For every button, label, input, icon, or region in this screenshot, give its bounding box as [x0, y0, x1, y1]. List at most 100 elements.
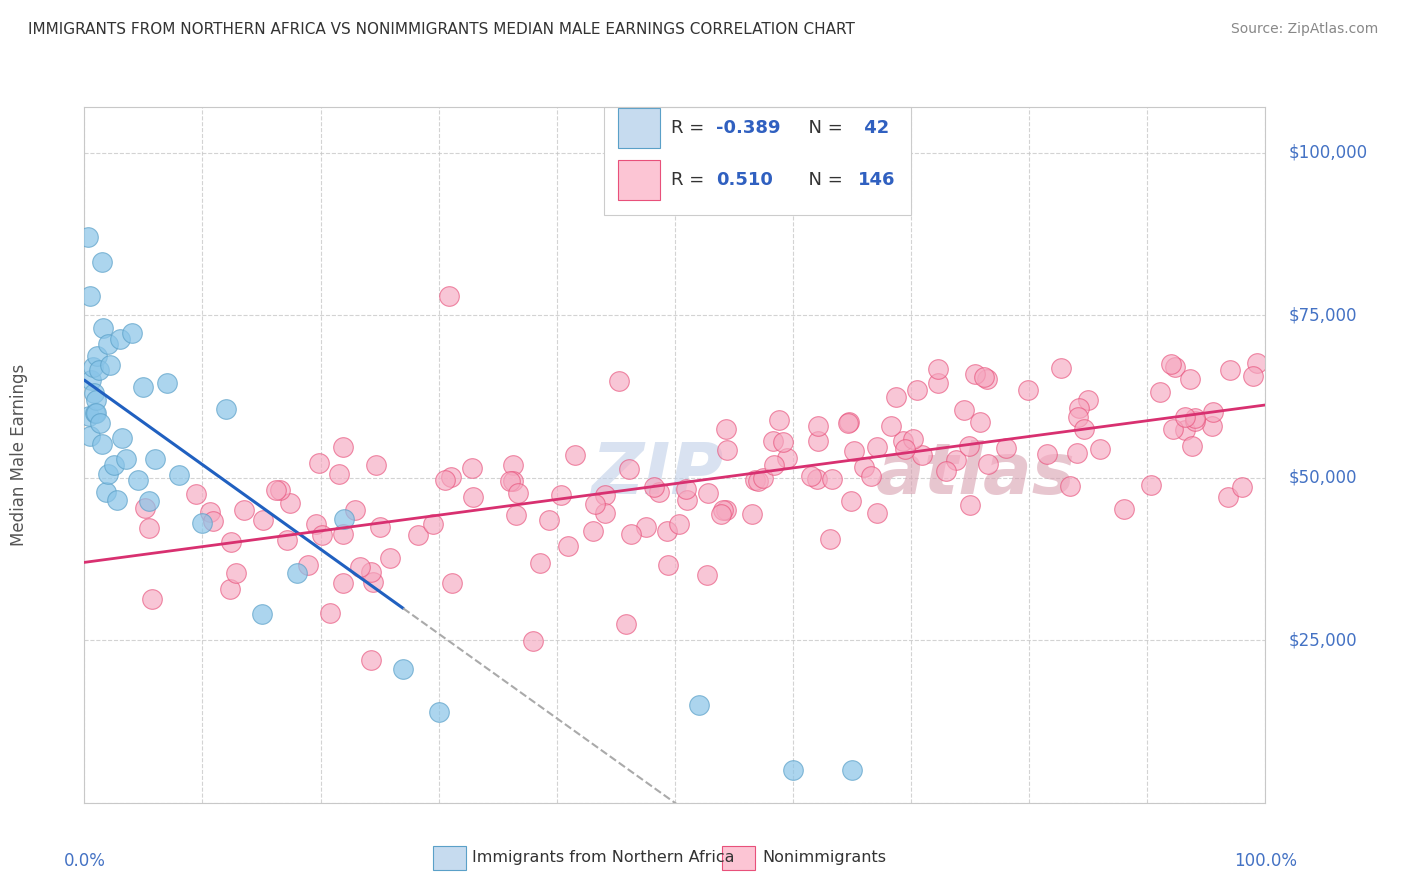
Point	[1067, 409, 1090, 424]
Text: 0.0%: 0.0%	[63, 852, 105, 870]
Point	[427, 705, 450, 719]
Point	[141, 592, 163, 607]
Point	[440, 470, 463, 484]
Point	[839, 494, 862, 508]
Point	[866, 506, 889, 520]
Point	[1201, 419, 1223, 434]
Point	[311, 528, 333, 542]
Point	[710, 507, 733, 521]
Point	[505, 508, 527, 522]
Point	[675, 492, 697, 507]
Point	[747, 474, 769, 488]
Point	[772, 434, 794, 449]
Point	[1017, 384, 1039, 398]
Point	[744, 473, 766, 487]
Point	[332, 526, 354, 541]
Point	[278, 496, 301, 510]
Point	[461, 460, 484, 475]
Point	[688, 698, 710, 713]
Point	[976, 372, 998, 386]
Point	[807, 419, 830, 434]
Point	[782, 764, 804, 778]
Point	[901, 432, 924, 446]
Point	[103, 458, 125, 472]
Point	[1163, 421, 1185, 435]
Point	[264, 483, 287, 498]
Point	[156, 376, 179, 390]
Point	[437, 288, 460, 302]
Point	[250, 607, 273, 622]
Point	[657, 558, 679, 572]
Point	[440, 576, 463, 591]
Point	[108, 332, 131, 346]
Point	[252, 513, 274, 527]
Point	[360, 565, 382, 579]
Point	[953, 402, 976, 417]
Point	[94, 484, 117, 499]
Point	[880, 418, 903, 433]
Point	[332, 576, 354, 591]
Point	[806, 471, 828, 485]
Point	[617, 461, 640, 475]
Point	[77, 409, 100, 423]
Point	[89, 416, 111, 430]
Point	[1036, 446, 1059, 460]
Point	[1069, 401, 1091, 415]
Point	[891, 434, 914, 449]
Point	[305, 517, 328, 532]
Text: $25,000: $25,000	[1289, 632, 1358, 649]
Point	[461, 490, 484, 504]
Point	[132, 379, 155, 393]
Point	[97, 467, 120, 481]
Point	[502, 458, 524, 472]
Point	[807, 434, 830, 449]
Point	[648, 484, 671, 499]
Point	[550, 488, 572, 502]
Point	[1174, 423, 1197, 437]
Point	[582, 524, 605, 538]
FancyBboxPatch shape	[433, 846, 465, 871]
Point	[557, 539, 579, 553]
Point	[800, 469, 823, 483]
Point	[82, 360, 104, 375]
Point	[97, 336, 120, 351]
Text: $100,000: $100,000	[1289, 144, 1368, 161]
Point	[860, 468, 883, 483]
Point	[378, 551, 401, 566]
Point	[963, 367, 986, 381]
Point	[191, 516, 214, 531]
Point	[406, 527, 429, 541]
Point	[111, 431, 134, 445]
FancyBboxPatch shape	[619, 108, 659, 148]
Point	[80, 373, 103, 387]
Text: IMMIGRANTS FROM NORTHERN AFRICA VS NONIMMIGRANTS MEDIAN MALE EARNINGS CORRELATIO: IMMIGRANTS FROM NORTHERN AFRICA VS NONIM…	[28, 22, 855, 37]
Point	[1066, 446, 1088, 460]
Point	[1230, 480, 1253, 494]
Point	[1059, 478, 1081, 492]
Point	[1160, 357, 1182, 371]
Point	[506, 486, 529, 500]
Point	[643, 480, 665, 494]
Point	[319, 606, 342, 620]
Point	[392, 662, 415, 676]
Point	[361, 575, 384, 590]
Point	[1184, 414, 1206, 428]
Point	[838, 416, 860, 430]
Point	[297, 558, 319, 572]
Point	[98, 358, 121, 372]
Point	[595, 506, 617, 520]
Point	[977, 457, 1000, 471]
Point	[837, 416, 859, 430]
Point	[1049, 361, 1071, 376]
Point	[219, 535, 242, 549]
Point	[741, 507, 763, 521]
Point	[84, 406, 107, 420]
Point	[969, 416, 991, 430]
Point	[138, 521, 160, 535]
Point	[333, 512, 356, 526]
Point	[218, 582, 240, 596]
Point	[186, 487, 208, 501]
Point	[276, 533, 298, 548]
Point	[225, 566, 247, 580]
Text: R =: R =	[671, 119, 710, 136]
